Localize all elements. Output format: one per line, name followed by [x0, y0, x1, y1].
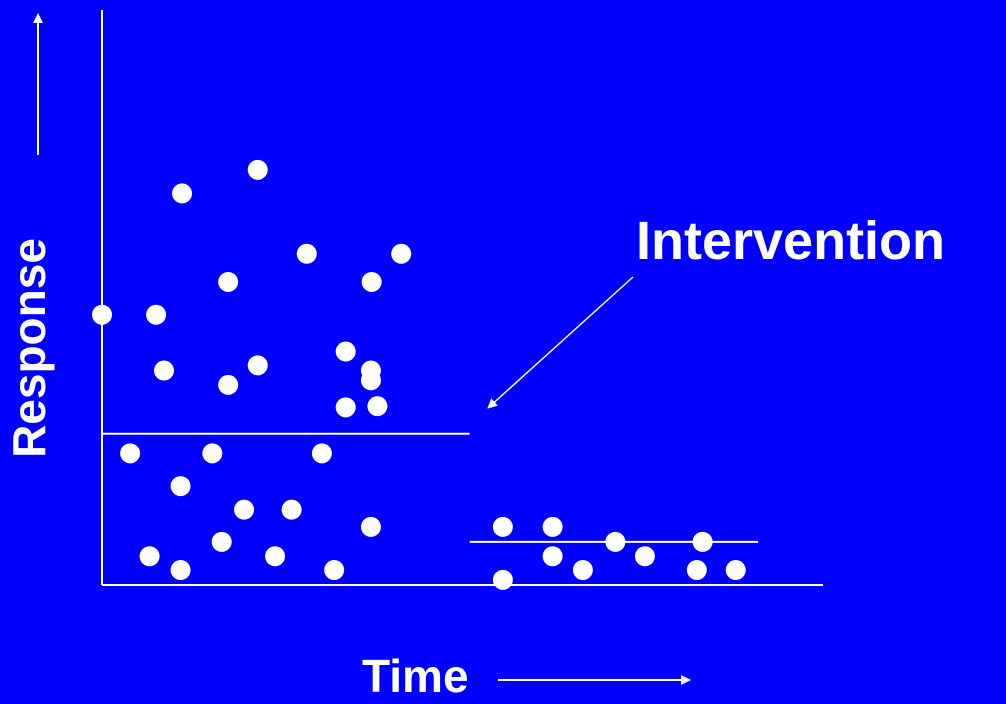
data-point-29 — [492, 516, 513, 537]
data-point-30 — [492, 569, 513, 590]
data-point-32 — [542, 546, 563, 567]
y-axis-label: Response — [3, 238, 55, 458]
data-point-9 — [202, 443, 223, 464]
data-point-7 — [170, 476, 191, 497]
intervention-annotation: Intervention — [636, 211, 946, 271]
data-point-23 — [361, 271, 382, 292]
data-point-34 — [605, 531, 626, 552]
data-point-8 — [170, 560, 191, 581]
data-point-27 — [367, 396, 388, 417]
data-point-4 — [146, 304, 167, 325]
data-point-14 — [247, 159, 268, 180]
data-point-26 — [360, 516, 381, 537]
data-point-12 — [218, 374, 239, 395]
data-point-36 — [686, 560, 707, 581]
data-point-25 — [360, 370, 381, 391]
data-point-16 — [265, 546, 286, 567]
data-point-35 — [634, 546, 655, 567]
data-point-37 — [692, 531, 713, 552]
data-point-33 — [572, 560, 593, 581]
data-point-3 — [139, 546, 160, 567]
data-point-38 — [725, 560, 746, 581]
data-point-6 — [172, 183, 193, 204]
data-point-21 — [335, 341, 356, 362]
data-point-19 — [311, 443, 332, 464]
data-point-1 — [92, 304, 112, 325]
data-point-22 — [335, 397, 356, 418]
data-point-18 — [296, 243, 317, 264]
data-point-20 — [324, 560, 345, 581]
data-point-5 — [154, 360, 175, 381]
data-point-28 — [391, 243, 412, 264]
data-point-31 — [542, 516, 563, 537]
data-point-17 — [281, 499, 302, 520]
intervention-pointer-arrow — [487, 276, 634, 409]
data-point-13 — [234, 499, 255, 520]
data-point-15 — [247, 355, 268, 376]
data-point-11 — [218, 271, 239, 292]
data-point-10 — [211, 531, 232, 552]
data-point-2 — [120, 443, 141, 464]
x-axis-label: Time — [362, 650, 469, 702]
